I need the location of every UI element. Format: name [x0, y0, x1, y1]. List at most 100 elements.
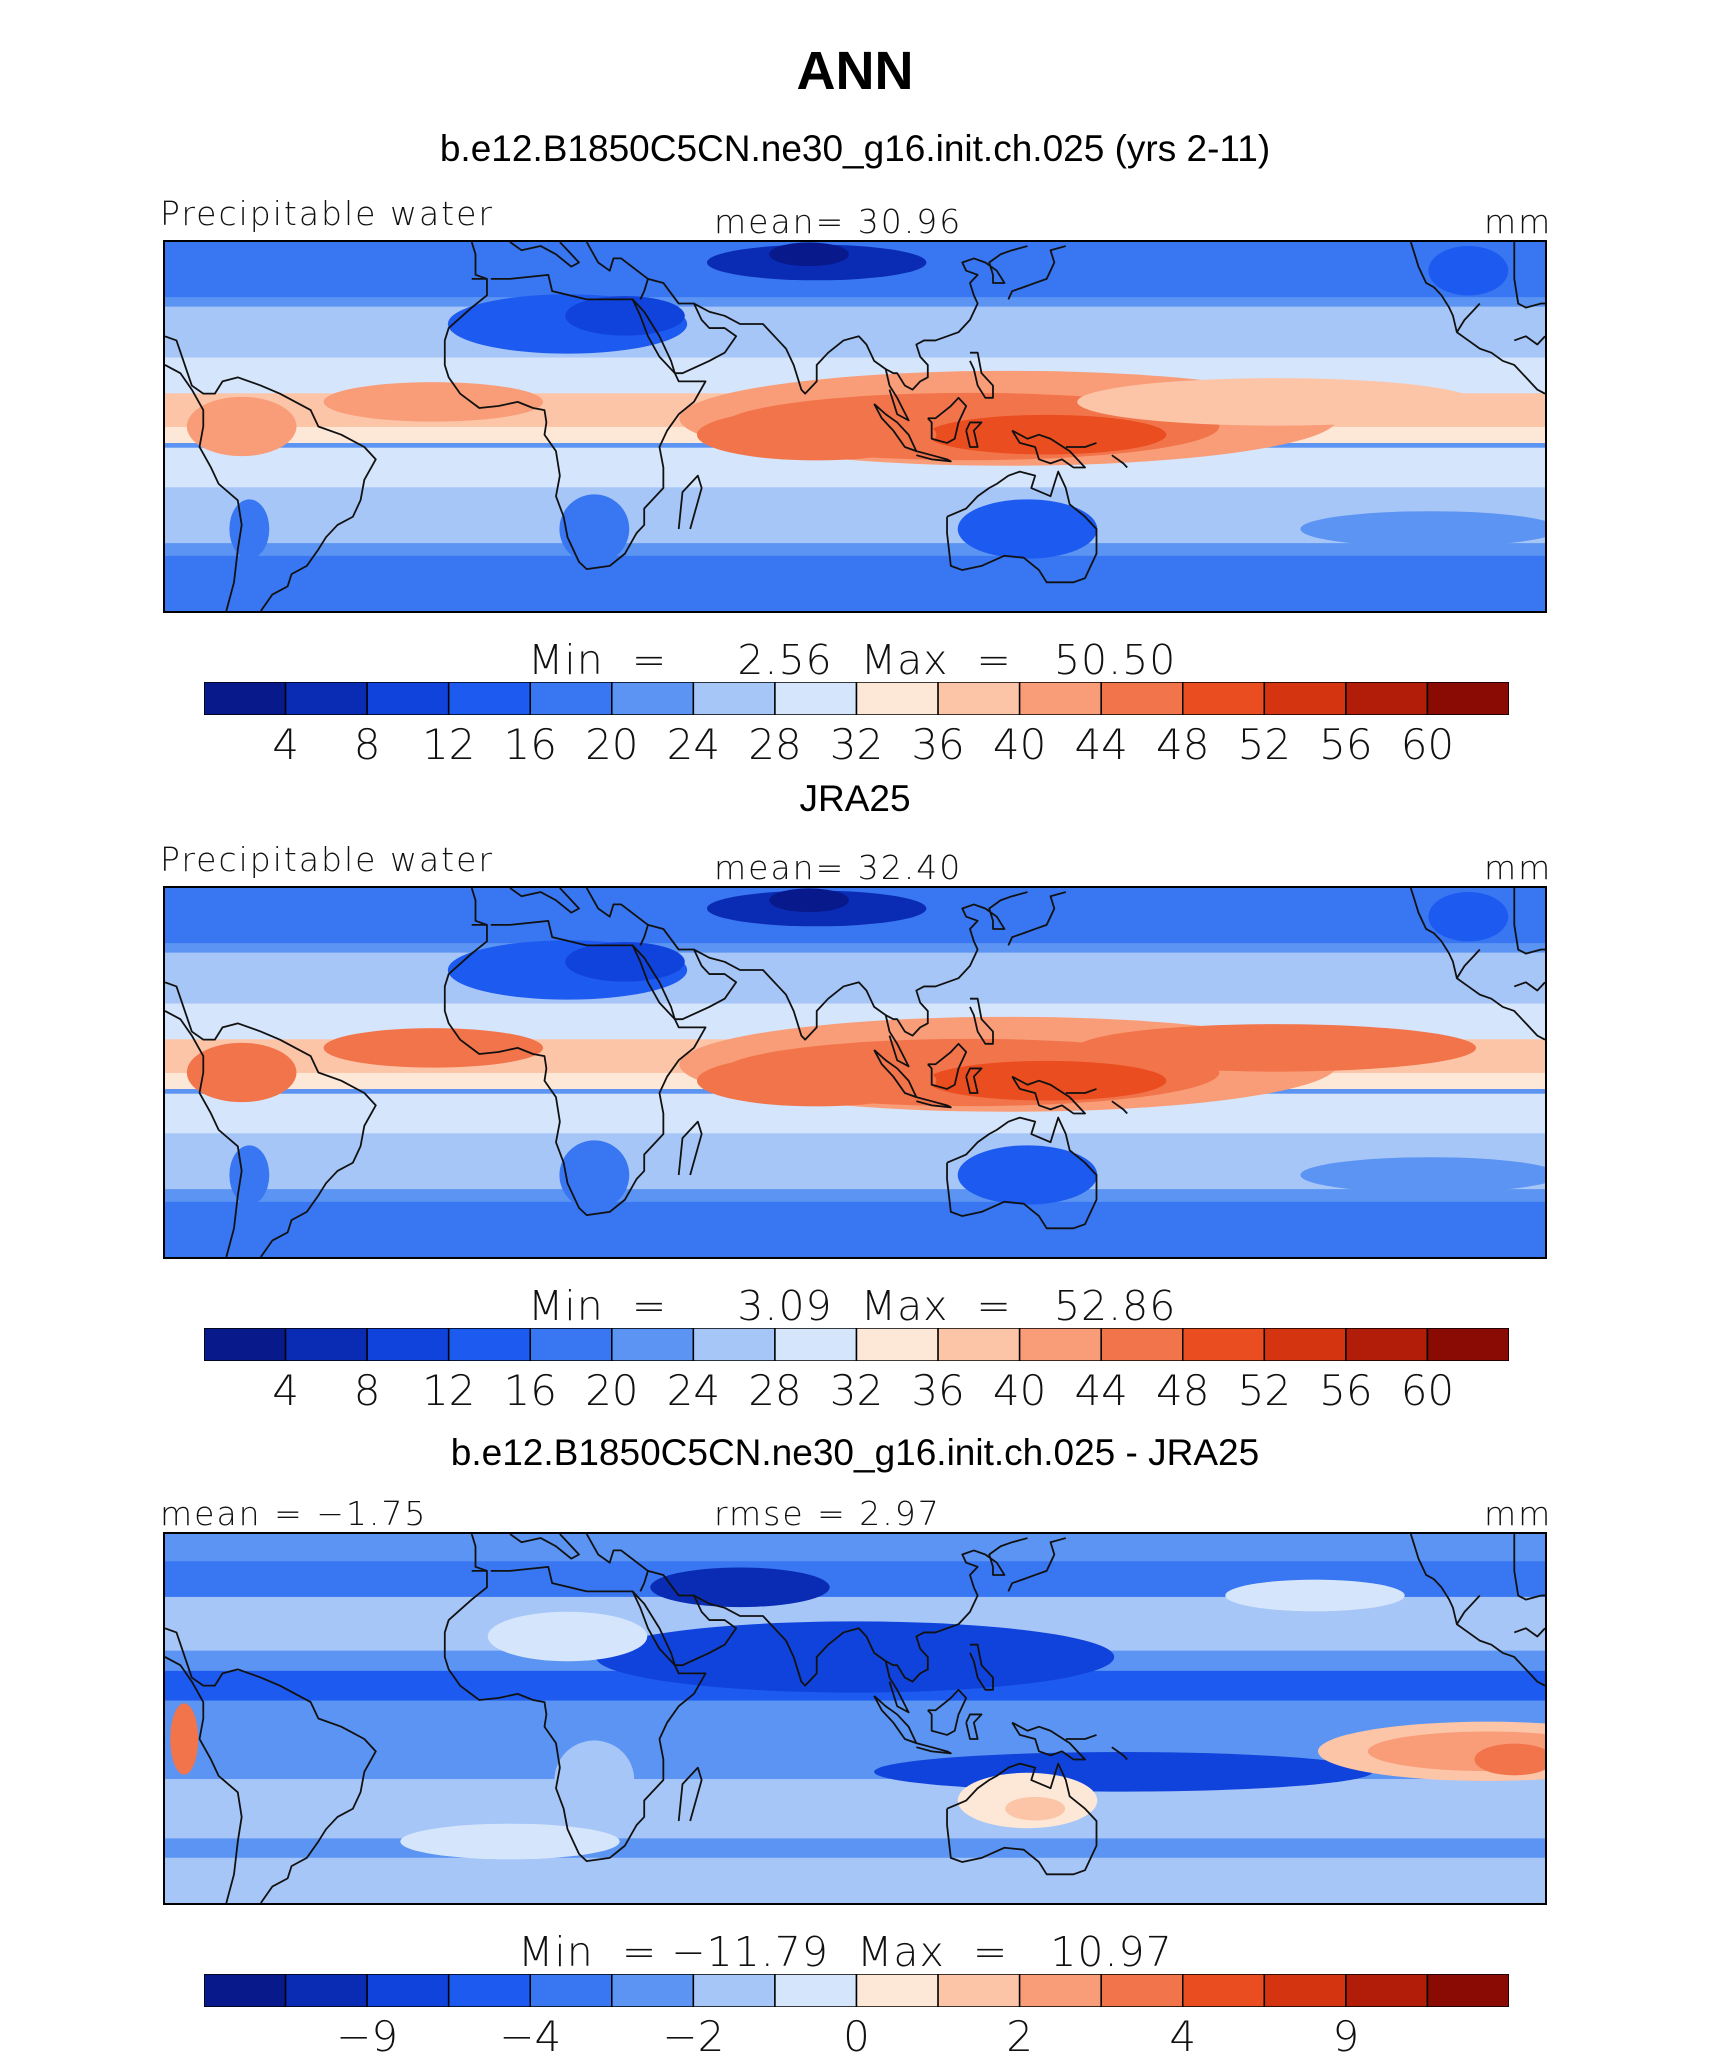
- colorbar-tick-label: 56: [1319, 720, 1373, 769]
- coastline-21: [1456, 331, 1545, 395]
- coastline-8: [677, 1766, 703, 1822]
- coastline-19: [946, 1116, 1098, 1230]
- panel-1-title: b.e12.B1850C5CN.ne30_g16.init.ch.025 (yr…: [439, 128, 1271, 169]
- colorbar-box-15: [1426, 682, 1509, 715]
- panel-2-variable-label: Precipitable water: [160, 840, 494, 879]
- coastline-20: [1409, 1534, 1481, 1626]
- australia-pos-core: [1005, 1796, 1066, 1821]
- warm-pool-core: [927, 414, 1167, 455]
- colorbar-tick-label: 24: [666, 720, 721, 769]
- coastline-0: [165, 1627, 377, 1903]
- coastline-2: [443, 919, 707, 1217]
- colorbar-tick-label: −9: [336, 2012, 399, 2061]
- coastline-1: [165, 1656, 243, 1903]
- colorbar-box-0: [204, 682, 287, 715]
- nam-dry: [1428, 245, 1509, 296]
- panel-1-colorbar: [204, 682, 1509, 715]
- coastline-18: [1111, 1100, 1128, 1115]
- colorbar-tick-label: 48: [1156, 1366, 1210, 1415]
- colorbar-box-14: [1345, 1974, 1429, 2007]
- spcz-deficit: [874, 1752, 1373, 1792]
- colorbar-tick-label: 44: [1074, 720, 1128, 769]
- colorbar-tick-label: 60: [1400, 1366, 1455, 1415]
- coastline-8: [677, 1120, 703, 1176]
- colorbar-tick-label: 28: [748, 1366, 802, 1415]
- coastline-21: [1456, 977, 1545, 1041]
- coastline-14: [965, 1067, 983, 1094]
- coastline-5: [585, 1534, 649, 1592]
- tibet-dry-core: [769, 242, 849, 267]
- coastline-1: [165, 364, 243, 611]
- colorbar-box-2: [366, 1974, 450, 2007]
- colorbar-box-3: [447, 1328, 531, 1361]
- colorbar-box-12: [1182, 1328, 1266, 1361]
- panel-3-map: [163, 1532, 1547, 1905]
- coastline-6: [631, 924, 738, 1021]
- panel-1-map: [163, 240, 1547, 613]
- coastline-11: [873, 1695, 918, 1745]
- colorbar-box-0: [204, 1974, 287, 2007]
- panel-2-mean-label: mean= 32.40: [714, 848, 963, 887]
- colorbar-box-8: [855, 1328, 939, 1361]
- panel-2-colorbar: [204, 1328, 1509, 1361]
- coastline-0: [165, 981, 377, 1257]
- colorbar-box-8: [855, 682, 939, 715]
- coastline-3: [470, 1534, 488, 1572]
- coastline-7: [693, 1594, 910, 1714]
- africa-south: [554, 1740, 635, 1820]
- colorbar-box-7: [774, 682, 858, 715]
- andes-dry: [229, 499, 270, 559]
- coastline-10: [1007, 245, 1067, 300]
- coastline-17: [1065, 1088, 1097, 1094]
- coastline-22: [1513, 335, 1545, 346]
- east-pacific-max: [1474, 1743, 1545, 1776]
- panel-3-units: mm: [1484, 1494, 1553, 1533]
- coastline-3: [470, 242, 488, 280]
- south-atlantic: [400, 1823, 620, 1860]
- panel-1-variable-label: Precipitable water: [160, 194, 494, 233]
- coastline-15: [969, 351, 994, 399]
- coastline-14: [965, 421, 983, 448]
- colorbar-box-15: [1426, 1974, 1509, 2007]
- kalahari-dry: [559, 494, 630, 564]
- coastline-21: [1456, 1623, 1545, 1687]
- colorbar-box-14: [1345, 682, 1429, 715]
- coastline-0: [165, 335, 377, 611]
- australia-dry: [957, 499, 1098, 559]
- coastline-17: [1065, 442, 1097, 448]
- arabia-deficit: [650, 1567, 830, 1608]
- coastline-6: [631, 278, 738, 375]
- coastline-12: [916, 1742, 952, 1755]
- colorbar-box-14: [1345, 1328, 1429, 1361]
- panel-2-map: [163, 886, 1547, 1259]
- colorbar-tick-label: −2: [662, 2012, 725, 2061]
- coastline-10: [1007, 1537, 1067, 1592]
- colorbar-tick-label: 16: [503, 1366, 557, 1415]
- panel-3-colorbar: [204, 1974, 1509, 2007]
- panel-1-units: mm: [1484, 202, 1553, 241]
- coastline-23: [1513, 888, 1545, 955]
- colorbar-box-6: [692, 682, 776, 715]
- sahara-dry-core: [565, 942, 685, 982]
- colorbar-box-10: [1018, 1974, 1102, 2007]
- amazon-moist: [186, 1042, 297, 1103]
- panel-2-min-max: Min = 3.09 Max = 52.86: [528, 1282, 1177, 1330]
- coastline-8: [677, 474, 703, 530]
- colorbar-tick-label: 44: [1074, 1366, 1128, 1415]
- se-pacific-dry: [1300, 511, 1545, 547]
- colorbar-tick-label: 12: [421, 1366, 476, 1415]
- coastline-6: [631, 1570, 738, 1667]
- indian-ocean-moist: [697, 1054, 937, 1107]
- colorbar-tick-label: 9: [1332, 2012, 1360, 2061]
- colorbar-box-11: [1100, 1328, 1184, 1361]
- band-south-dry: [165, 1201, 1545, 1257]
- coastline-16: [1011, 1721, 1086, 1761]
- panel-3-min-max: Min = −11.79 Max = 10.97: [518, 1928, 1173, 1976]
- colorbar-box-0: [204, 1328, 287, 1361]
- colorbar-box-5: [611, 682, 695, 715]
- colorbar-box-12: [1182, 1974, 1266, 2007]
- colorbar-box-13: [1263, 682, 1347, 715]
- coastline-16: [1011, 429, 1086, 469]
- coastline-23: [1513, 1534, 1545, 1601]
- coastline-9: [885, 891, 1028, 1037]
